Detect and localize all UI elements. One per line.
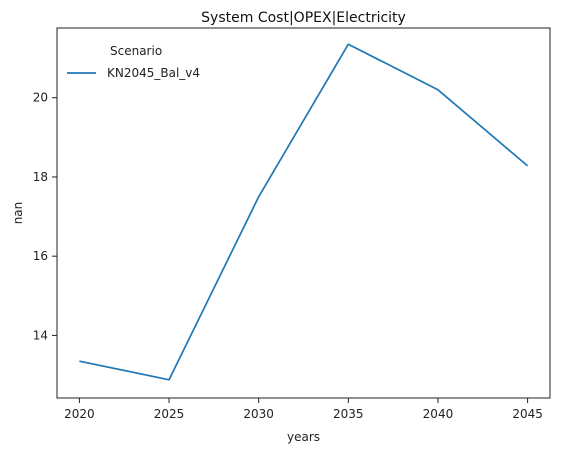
- x-tick-label: 2040: [423, 407, 454, 421]
- legend-series-label: KN2045_Bal_v4: [107, 66, 200, 80]
- x-axis-label: years: [287, 430, 320, 444]
- y-axis-label: nan: [11, 202, 25, 225]
- x-tick-label: 2030: [243, 407, 274, 421]
- y-axis: 14 16 18 20: [33, 91, 57, 342]
- x-axis: 2020 2025 2030 2035 2040 2045: [64, 398, 543, 421]
- x-tick-label: 2020: [64, 407, 95, 421]
- legend-title: Scenario: [110, 44, 162, 58]
- y-tick-label: 16: [33, 249, 48, 263]
- chart-title: System Cost|OPEX|Electricity: [201, 10, 406, 26]
- x-tick-label: 2035: [333, 407, 364, 421]
- series-line-kn2045-bal-v4: [79, 43, 529, 381]
- legend: Scenario KN2045_Bal_v4: [67, 44, 200, 80]
- x-tick-label: 2045: [512, 407, 543, 421]
- y-tick-label: 20: [33, 91, 48, 105]
- plot-area: [56, 27, 551, 399]
- y-tick-label: 14: [33, 328, 48, 342]
- x-tick-label: 2025: [154, 407, 185, 421]
- y-tick-label: 18: [33, 170, 48, 184]
